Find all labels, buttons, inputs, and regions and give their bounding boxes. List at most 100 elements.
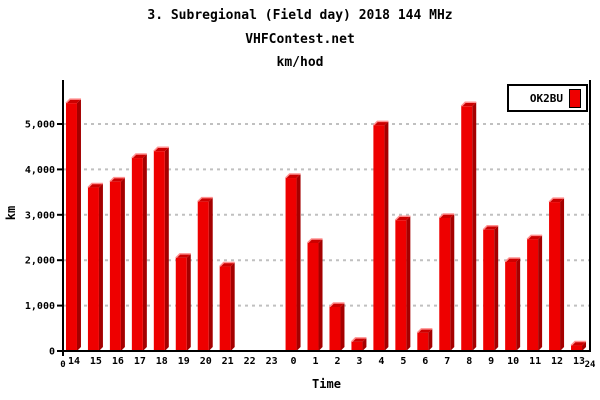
x-edge-label-end: 24 (585, 360, 596, 370)
bar-highlight (131, 153, 147, 159)
bar-side-1 (318, 238, 323, 351)
y-tick-label: 2,000 (25, 256, 55, 267)
bar-highlight (197, 196, 213, 203)
bar-3 (351, 341, 363, 351)
x-tick-label: 10 (507, 356, 519, 367)
bar-side-16 (120, 177, 125, 351)
bar-side-5 (406, 216, 411, 351)
bar-side-19 (186, 253, 191, 351)
bar-highlight (372, 120, 389, 126)
y-tick-label: 0 (49, 347, 55, 358)
x-edge-label-start: 0 (60, 360, 65, 370)
x-axis (62, 350, 591, 352)
x-tick-label: 7 (444, 356, 450, 367)
bar-15 (87, 187, 99, 351)
bar-side-17 (142, 154, 147, 351)
bar-21 (219, 266, 231, 351)
bar-highlight (548, 197, 565, 203)
y-tick-label: 3,000 (25, 210, 55, 221)
bar-0 (285, 178, 297, 351)
bar-highlight (87, 182, 103, 189)
legend-series-label: OK2BU (529, 91, 563, 105)
x-tick-label: 3 (356, 356, 362, 367)
x-tick-label: 17 (134, 356, 146, 367)
bar-side-20 (208, 197, 213, 351)
bar-side-10 (516, 258, 521, 351)
bar-side-3 (362, 337, 367, 351)
bar-6 (417, 332, 429, 351)
legend: OK2BU (507, 84, 588, 112)
x-axis-title: Time (312, 377, 341, 391)
bar-highlight (109, 176, 125, 183)
bar-highlight (570, 340, 587, 347)
x-tick-label: 8 (466, 356, 472, 367)
x-tick-label: 19 (178, 356, 190, 367)
bar-10 (505, 262, 517, 351)
x-tick-label: 0 (291, 356, 297, 367)
bar-highlight (416, 328, 433, 334)
bar-side-8 (472, 102, 477, 351)
x-tick-label: 5 (400, 356, 406, 367)
x-tick-label: 9 (488, 356, 494, 367)
bar-highlight (526, 234, 543, 240)
bar-side-11 (538, 235, 543, 351)
bar-highlight (219, 261, 235, 268)
bar-highlight (504, 257, 521, 263)
bar-17 (131, 158, 143, 351)
y-axis-title: km (4, 205, 18, 221)
bar-side-0 (296, 174, 301, 351)
y-tick-label: 4,000 (25, 165, 55, 176)
x-tick-label: 13 (573, 356, 585, 367)
bar-8 (461, 106, 473, 351)
x-tick-label: 22 (244, 356, 256, 367)
bar-9 (483, 229, 495, 351)
bar-highlight (285, 173, 301, 179)
bar-highlight (175, 253, 191, 259)
legend-color-swatch (569, 88, 581, 108)
bar-highlight (153, 146, 169, 152)
bar-5 (395, 220, 407, 351)
bar-16 (109, 181, 121, 351)
y-tick-label: 5,000 (25, 120, 55, 131)
x-tick-label: 11 (529, 356, 541, 367)
bar-side-21 (230, 262, 235, 351)
x-tick-label: 1 (313, 356, 319, 367)
x-tick-label: 23 (266, 356, 278, 367)
bar-side-4 (384, 121, 389, 351)
x-tick-label: 18 (156, 356, 168, 367)
x-tick-label: 2 (334, 356, 340, 367)
bar-side-14 (76, 99, 81, 351)
y-tick-label: 1,000 (25, 301, 55, 312)
chart-subtitle: VHFContest.net (245, 32, 355, 47)
bar-highlight (394, 215, 411, 221)
bar-side-18 (164, 147, 169, 351)
x-tick-label: 14 (68, 356, 80, 367)
bar-highlight (482, 225, 499, 231)
bar-4 (373, 125, 385, 351)
bar-12 (549, 202, 561, 351)
x-tick-label: 6 (422, 356, 428, 367)
bar-14 (65, 103, 77, 351)
bar-18 (153, 151, 165, 351)
origin-tick (62, 352, 64, 356)
bar-highlight (328, 302, 345, 308)
bar-highlight (438, 213, 455, 219)
bar-side-9 (494, 225, 499, 351)
x-tick-label: 4 (378, 356, 384, 367)
bar-20 (197, 201, 209, 351)
bar-side-7 (450, 213, 455, 351)
bar-highlight (460, 101, 477, 107)
bar-highlight (65, 98, 81, 104)
x-tick-label: 16 (112, 356, 124, 367)
bar-13 (571, 345, 583, 351)
chart-units-label: km/hod (276, 55, 324, 70)
x-tick-label: 21 (222, 356, 234, 367)
bar-1 (307, 242, 319, 351)
x-tick-label: 12 (551, 356, 563, 367)
bar-highlight (350, 337, 367, 343)
bar-19 (175, 257, 187, 351)
bar-7 (439, 217, 451, 351)
y-axis (62, 80, 64, 353)
